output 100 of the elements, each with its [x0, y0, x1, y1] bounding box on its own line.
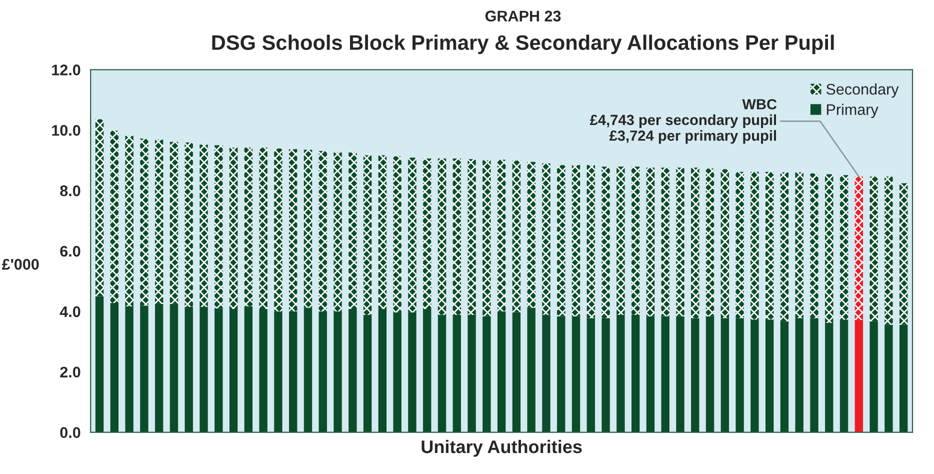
- bar: [750, 320, 759, 432]
- bar: [154, 304, 164, 432]
- bar: [244, 148, 253, 306]
- bar: [646, 316, 655, 432]
- bar: [170, 142, 178, 304]
- bar: [334, 152, 342, 312]
- bar: [468, 314, 476, 432]
- bar: [378, 309, 387, 432]
- bar: [661, 316, 670, 432]
- bar: [393, 156, 402, 312]
- bar: [691, 318, 700, 432]
- bar: [304, 150, 312, 308]
- bar: [229, 148, 238, 309]
- bar: [408, 158, 416, 312]
- bar: [780, 321, 789, 432]
- y-axis-title: £'000: [2, 258, 39, 270]
- bar: [259, 309, 268, 432]
- bar: [676, 316, 684, 432]
- bar: [780, 172, 789, 322]
- bar: [765, 172, 774, 320]
- bar: [348, 309, 357, 432]
- bar: [423, 158, 432, 309]
- bar: [736, 318, 744, 432]
- bar: [572, 316, 580, 432]
- bar: [497, 311, 506, 432]
- chart-title: GRAPH 23: [485, 10, 561, 22]
- annotation: WBC £4,743 per secondary pupil £3,724 per primary pupil: [590, 99, 777, 144]
- bar: [482, 316, 491, 432]
- bar: [884, 176, 893, 325]
- bar: [706, 316, 714, 432]
- bar: [795, 172, 804, 318]
- bar: [423, 309, 432, 432]
- legend-label: Secondary: [826, 83, 899, 98]
- bar: [214, 145, 223, 308]
- bar: [200, 144, 208, 307]
- bar: [602, 166, 610, 318]
- bar: [125, 136, 134, 306]
- bar: [825, 174, 834, 323]
- bar: [870, 176, 878, 322]
- bar: [899, 324, 908, 432]
- bar: [244, 306, 253, 432]
- bar: [229, 309, 238, 432]
- bar: [840, 320, 848, 432]
- bar: [810, 318, 818, 432]
- bar: [557, 165, 566, 316]
- bar: [318, 311, 327, 432]
- bar: [363, 314, 372, 432]
- bar: [393, 312, 402, 432]
- bar: [110, 302, 119, 432]
- bar: [840, 175, 848, 320]
- y-tick-label: 4.0: [60, 306, 80, 318]
- x-axis-title: Unitary Authorities: [422, 440, 582, 457]
- bar: [274, 311, 282, 432]
- bar: [512, 160, 521, 312]
- bar: [468, 159, 476, 315]
- bar: [870, 321, 878, 432]
- bar: [318, 150, 327, 312]
- bar: [720, 169, 729, 318]
- bar: [512, 312, 521, 432]
- bar: [854, 176, 864, 320]
- bar: [676, 168, 684, 316]
- bar: [452, 314, 461, 432]
- bar: [200, 306, 208, 432]
- bar: [497, 160, 506, 312]
- bar: [304, 308, 312, 432]
- bar: [691, 168, 700, 318]
- bar: [408, 312, 416, 432]
- bar: [184, 142, 193, 307]
- bar: [572, 165, 580, 316]
- bar: [289, 311, 298, 432]
- bar: [184, 306, 193, 432]
- bar: [884, 324, 893, 432]
- bar: [289, 149, 298, 312]
- bar: [274, 148, 282, 312]
- y-tick-label: 6.0: [60, 246, 80, 257]
- bar: [586, 165, 595, 318]
- legend-label: Primary: [826, 104, 878, 118]
- y-tick-label: 10.0: [52, 124, 80, 136]
- bar: [527, 308, 536, 432]
- bar: [527, 162, 536, 308]
- bar: [586, 318, 595, 432]
- bar: [631, 314, 640, 432]
- bar: [646, 168, 655, 316]
- bar: [170, 304, 178, 432]
- y-tick-label: 8.0: [60, 185, 80, 196]
- y-tick-label: 2.0: [60, 366, 80, 378]
- bar: [452, 158, 461, 315]
- bar: [95, 119, 104, 296]
- bar: [378, 155, 387, 309]
- bar: [557, 316, 566, 432]
- bar: [542, 163, 550, 315]
- y-tick-label: 12.0: [52, 64, 80, 76]
- bar: [854, 320, 864, 432]
- bar: [438, 314, 446, 432]
- bar: [140, 138, 148, 306]
- bar: [810, 173, 818, 318]
- y-tick-label: 0.0: [60, 427, 80, 438]
- bar: [259, 148, 268, 309]
- bar: [750, 172, 759, 320]
- bar: [616, 166, 625, 315]
